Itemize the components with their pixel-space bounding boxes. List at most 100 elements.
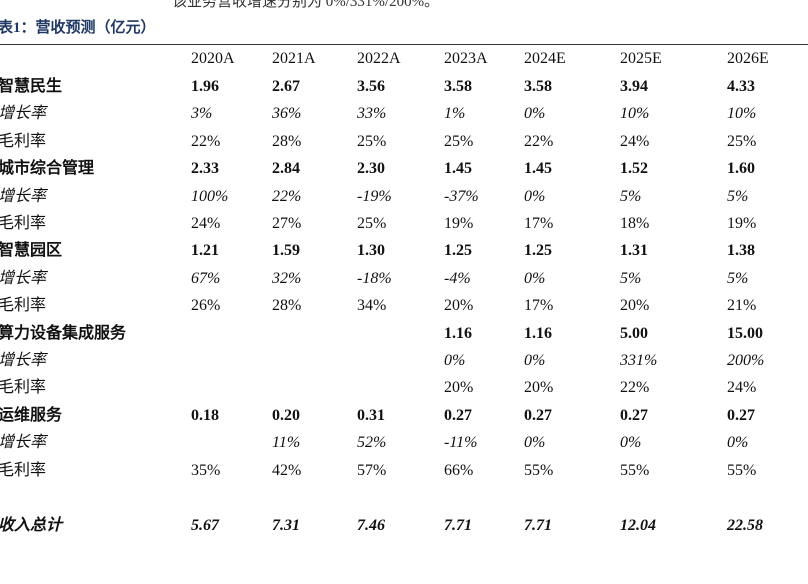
cell: 22% (272, 187, 302, 205)
cell: 0% (444, 352, 466, 369)
cell: 67% (191, 269, 221, 287)
cell: 0% (524, 352, 546, 369)
cell: 1.16 (524, 324, 552, 342)
cell: 27% (272, 215, 302, 232)
cell: 25% (357, 132, 387, 150)
cell: 24% (727, 379, 757, 397)
cell: 1.45 (444, 160, 472, 178)
cell: 0.27 (620, 406, 648, 424)
top-text: 该业务营收增速分别为 0%/331%/200%。 (172, 0, 440, 10)
cell: 0% (727, 434, 749, 452)
cell: 66% (444, 461, 474, 479)
row-label: 智慧民生 (0, 78, 63, 95)
cell: -11% (444, 434, 478, 452)
row-label: 毛利率 (0, 215, 47, 232)
cell: 1.60 (727, 160, 755, 178)
cell: 7.71 (524, 517, 552, 534)
cell: 42% (272, 461, 302, 479)
cell: 331% (620, 352, 658, 369)
cell: 35% (191, 461, 221, 479)
cell: 24% (191, 215, 221, 232)
cell: 0.27 (444, 406, 472, 424)
cell: 10% (620, 105, 650, 123)
cell: 1% (444, 105, 466, 123)
row-label: 增长率 (0, 105, 47, 123)
cell: 5.67 (191, 517, 219, 534)
cell: -18% (357, 269, 392, 287)
cell: 1.21 (191, 242, 219, 260)
cell: -4% (444, 269, 471, 287)
cell: 28% (272, 297, 302, 315)
cell: 1.45 (524, 160, 552, 178)
cell: 19% (727, 215, 757, 232)
cell: 25% (727, 132, 757, 150)
cell: 22% (191, 132, 221, 150)
column-header: 2022A (357, 50, 401, 67)
cell: 17% (524, 215, 554, 232)
table-title: 表1：营收预测（亿元） (0, 20, 156, 36)
cell: 4.33 (727, 78, 755, 95)
cell: 5.00 (620, 324, 648, 342)
cell: 0.18 (191, 406, 219, 424)
cell: 1.59 (272, 242, 300, 260)
cell: 1.96 (191, 78, 219, 95)
cell: 0% (524, 269, 546, 287)
cell: 24% (620, 132, 650, 150)
cell: 33% (357, 105, 387, 123)
cell: 22% (524, 132, 554, 150)
cell: 3.58 (444, 78, 472, 95)
cell: 0.20 (272, 406, 300, 424)
cell: 5% (727, 187, 749, 205)
row-label: 毛利率 (0, 461, 47, 479)
cell: 18% (620, 215, 650, 232)
cell: 3.94 (620, 78, 648, 95)
cell: 0% (524, 434, 546, 452)
cell: 20% (444, 379, 474, 397)
cell: 25% (357, 215, 387, 232)
cell: 5% (727, 269, 749, 287)
cell: 1.25 (524, 242, 552, 260)
cell: 17% (524, 297, 554, 315)
row-label: 增长率 (0, 269, 47, 287)
column-header: 2020A (191, 50, 235, 67)
cell: 26% (191, 297, 221, 315)
cell: 0.27 (727, 406, 755, 424)
row-label: 毛利率 (0, 132, 47, 150)
cell: 10% (727, 105, 757, 123)
cell: 12.04 (620, 517, 656, 534)
cell: 25% (444, 132, 474, 150)
cell: 0.27 (524, 406, 552, 424)
cell: 0.31 (357, 406, 385, 424)
cell: 55% (524, 461, 554, 479)
cell: 15.00 (727, 324, 763, 342)
cell: 0% (524, 105, 546, 123)
cell: 7.46 (357, 517, 385, 534)
cell: 3% (191, 105, 213, 123)
column-header: 2024E (524, 50, 566, 67)
cell: 2.67 (272, 78, 300, 95)
cell: 3.58 (524, 78, 552, 95)
cell: 36% (272, 105, 302, 123)
cell: 20% (524, 379, 554, 397)
row-label: 增长率 (0, 352, 47, 369)
column-header: 2021A (272, 50, 316, 67)
cell: 57% (357, 461, 387, 479)
cell: 20% (620, 297, 650, 315)
cell: 7.31 (272, 517, 300, 534)
row-label: 运维服务 (0, 406, 63, 424)
row-label: 算力设备集成服务 (0, 324, 127, 342)
cell: 200% (727, 352, 765, 369)
cell: -19% (357, 187, 392, 205)
cell: 1.30 (357, 242, 385, 260)
cell: 19% (444, 215, 474, 232)
cell: 22% (620, 379, 650, 397)
row-label: 智慧园区 (0, 242, 63, 260)
cell: 55% (620, 461, 650, 479)
cell: 1.25 (444, 242, 472, 260)
cell: 2.30 (357, 160, 385, 178)
cell: 22.58 (727, 517, 763, 534)
row-label: 增长率 (0, 187, 47, 205)
cell: 3.56 (357, 78, 385, 95)
cell: 5% (620, 187, 642, 205)
